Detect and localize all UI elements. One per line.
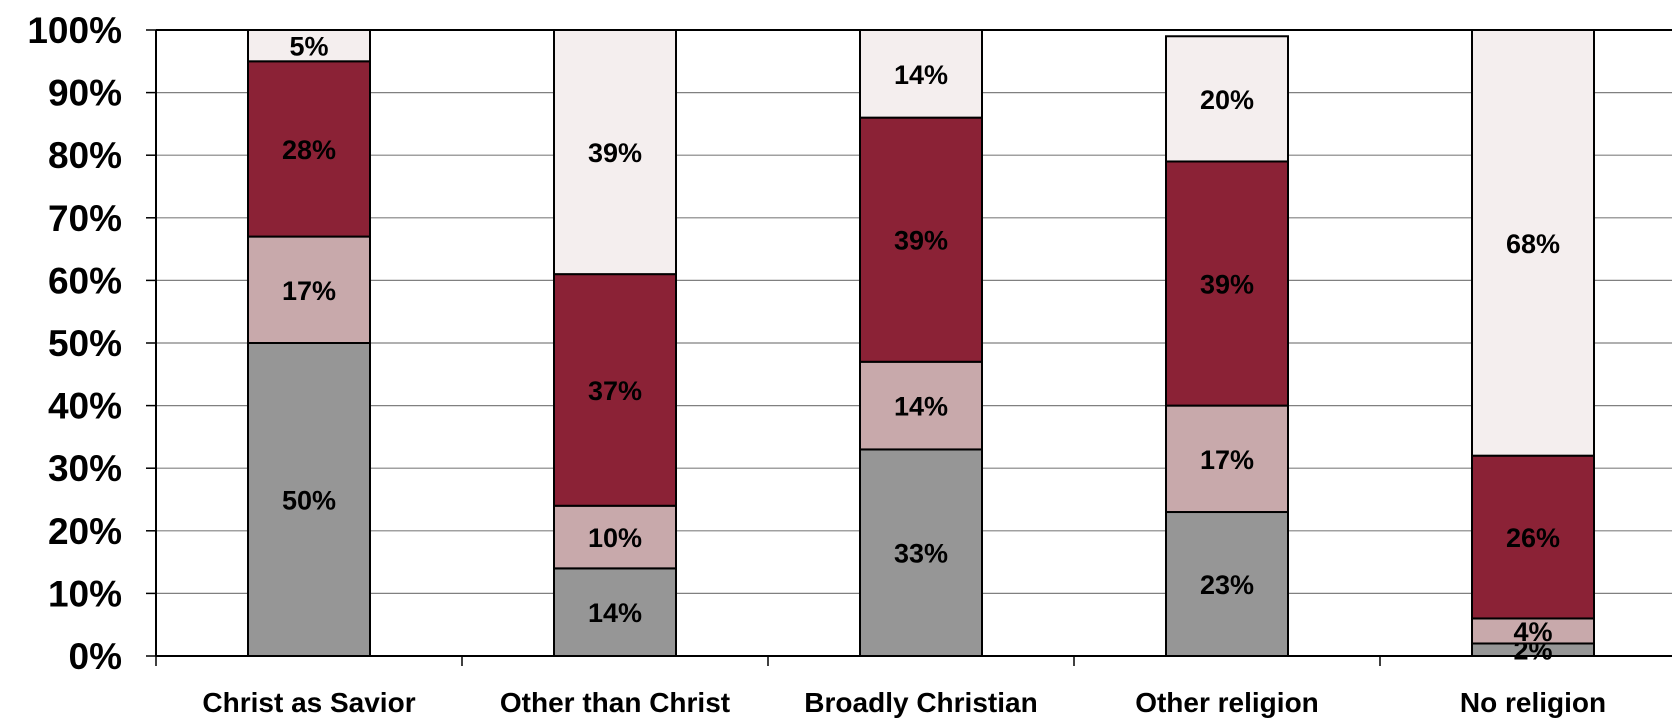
- y-tick-label: 0%: [69, 636, 122, 677]
- x-axis-category-labels: Christ as Savior Other than Christ Broadly…: [202, 687, 1606, 718]
- data-label: 17%: [282, 276, 336, 306]
- y-tick-label: 30%: [48, 448, 122, 489]
- x-category-label: Broadly Christian: [804, 687, 1037, 718]
- data-label: 20%: [1200, 85, 1254, 115]
- y-axis-tick-labels: 0% 10% 20% 30% 40% 50% 60% 70% 80% 90% 100%: [27, 10, 122, 677]
- data-label: 14%: [588, 598, 642, 628]
- bar-segment: [1165, 160, 1289, 407]
- bar-stacks: 50% 17% 28% 5% 14% 10% 37% 39% 33% 14% 39% 14% 23% 17…: [247, 29, 1595, 666]
- x-category-label: Other religion: [1135, 687, 1319, 718]
- data-label: 14%: [894, 60, 948, 90]
- x-category-label: No religion: [1460, 687, 1606, 718]
- bar-segment: [553, 29, 677, 276]
- bar-segment: [859, 448, 983, 658]
- bar-segment: [247, 342, 371, 657]
- y-tick-label: 70%: [48, 198, 122, 239]
- data-label: 39%: [588, 138, 642, 168]
- y-tick-label: 90%: [48, 73, 122, 114]
- bar-segment: [1471, 454, 1595, 620]
- data-label: 23%: [1200, 570, 1254, 600]
- data-label: 5%: [289, 32, 328, 62]
- y-tick-label: 60%: [48, 260, 122, 301]
- data-label: 4%: [1513, 617, 1552, 647]
- bar-segment: [1471, 29, 1595, 457]
- axes: [146, 29, 1672, 666]
- data-label: 50%: [282, 486, 336, 516]
- bar-segment: [247, 60, 371, 238]
- data-label: 39%: [894, 226, 948, 256]
- y-tick-label: 80%: [48, 135, 122, 176]
- bar-segment: [1165, 511, 1289, 658]
- data-label: 28%: [282, 135, 336, 165]
- data-label: 37%: [588, 376, 642, 406]
- data-label: 39%: [1200, 270, 1254, 300]
- bar-segment: [1165, 35, 1289, 163]
- bar-segment: [247, 235, 371, 344]
- data-label: 33%: [894, 539, 948, 569]
- bar-segment: [859, 29, 983, 119]
- y-tick-label: 50%: [48, 323, 122, 364]
- bar-segment: [859, 360, 983, 451]
- data-label: 14%: [894, 392, 948, 422]
- data-label: 17%: [1200, 445, 1254, 475]
- y-tick-label: 20%: [48, 511, 122, 552]
- data-label: 26%: [1506, 523, 1560, 553]
- bar-segment: [859, 116, 983, 363]
- x-category-label: Christ as Savior: [202, 687, 415, 718]
- bar-segment: [1471, 617, 1595, 645]
- data-label: 10%: [588, 523, 642, 553]
- bar-segment: [553, 567, 677, 657]
- data-label: 68%: [1506, 229, 1560, 259]
- y-tick-label: 10%: [48, 573, 122, 614]
- x-category-label: Other than Christ: [500, 687, 730, 718]
- y-tick-label: 40%: [48, 386, 122, 427]
- bar-segment: [247, 29, 371, 63]
- y-tick-label: 100%: [27, 10, 122, 51]
